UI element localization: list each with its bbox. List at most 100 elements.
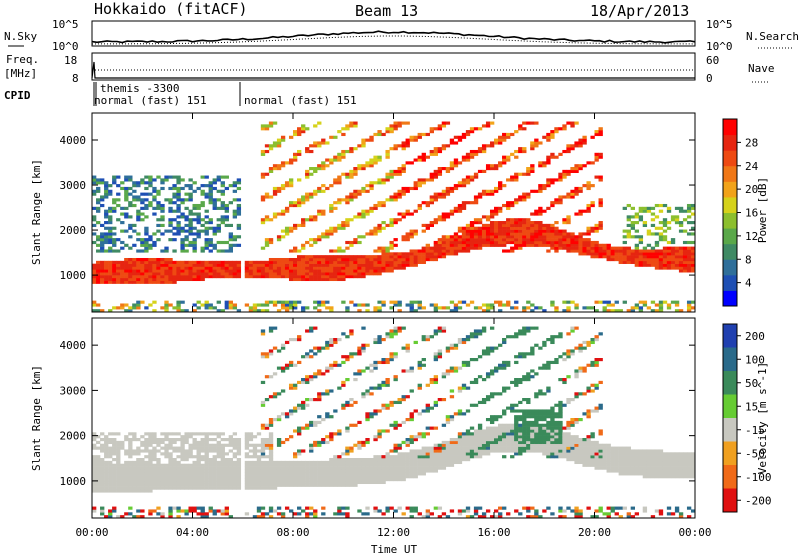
velocity-cell: [361, 463, 366, 467]
velocity-cell: [317, 392, 322, 396]
velocity-cell: [156, 483, 161, 487]
velocity-cell: [534, 443, 539, 447]
power-cell: [369, 186, 374, 191]
power-cell: [297, 152, 302, 156]
velocity-cell: [216, 478, 221, 482]
power-cell: [288, 229, 294, 233]
velocity-cell: [297, 360, 302, 365]
power-cell: [429, 172, 434, 176]
power-cell: [108, 260, 113, 264]
power-cell: [180, 201, 185, 205]
velocity-cell: [477, 455, 483, 459]
power-cell: [469, 201, 475, 205]
power-cell: [329, 184, 334, 188]
power-cell: [317, 144, 322, 148]
velocity-cell: [232, 438, 238, 442]
velocity-cell: [433, 458, 439, 462]
power-cell: [489, 238, 495, 242]
power-cell: [409, 255, 414, 259]
power-cell: [630, 215, 635, 219]
velocity-cell: [353, 460, 358, 465]
power-cell: [654, 215, 660, 219]
power-cell: [140, 257, 145, 262]
noise-right-tick-top: 10^5: [706, 18, 733, 31]
power-cell: [598, 130, 603, 134]
power-cell: [264, 127, 270, 131]
power-cell: [401, 147, 406, 151]
velocity-cell: [530, 420, 535, 425]
power-cell: [666, 221, 672, 225]
power-cell: [321, 209, 326, 213]
power-cell: [449, 252, 455, 256]
velocity-cell: [441, 452, 447, 456]
velocity-cell: [228, 460, 233, 465]
velocity-cell: [534, 509, 539, 513]
power-cell: [341, 260, 346, 264]
velocity-cell: [526, 375, 531, 379]
power-cell: [393, 263, 398, 267]
power-cell: [498, 240, 503, 245]
velocity-cell: [349, 480, 354, 485]
velocity-cell: [168, 509, 173, 513]
power-cell: [690, 255, 696, 259]
power-cell: [526, 300, 531, 304]
velocity-cell: [333, 466, 338, 470]
velocity-cell: [421, 469, 426, 473]
power-cell: [558, 175, 563, 179]
velocity-cell: [156, 469, 161, 473]
velocity-cell: [481, 398, 487, 402]
power-cell: [506, 178, 511, 182]
velocity-cell: [264, 455, 270, 459]
velocity-cell: [196, 440, 201, 445]
power-cell: [341, 226, 346, 230]
power-cell: [260, 303, 266, 307]
power-cell: [349, 121, 354, 125]
power-cell: [534, 229, 539, 233]
power-cell: [385, 266, 390, 270]
velocity-cell: [473, 429, 479, 433]
power-cell: [361, 141, 366, 145]
velocity-cell: [128, 506, 133, 510]
power-cell: [542, 226, 547, 230]
velocity-cell: [200, 446, 205, 450]
velocity-cell: [502, 429, 507, 433]
power-cell: [550, 240, 555, 245]
power-cell: [168, 263, 173, 267]
velocity-cell: [236, 486, 242, 490]
power-cell: [646, 232, 652, 236]
power-cell: [353, 215, 358, 219]
power-cell: [112, 238, 117, 242]
power-cell: [152, 243, 157, 247]
power-cell: [542, 161, 547, 165]
velocity-cell: [417, 463, 422, 467]
velocity-cell: [276, 472, 282, 476]
velocity-cell: [156, 443, 161, 447]
power-cell: [578, 240, 583, 245]
power-cell: [345, 149, 350, 154]
velocity-cell: [377, 469, 382, 473]
velocity-cell: [212, 483, 217, 487]
velocity-cell: [365, 475, 370, 479]
power-cell: [465, 249, 471, 253]
velocity-cell: [156, 512, 161, 516]
velocity-cell: [349, 398, 354, 402]
velocity-cell: [361, 480, 366, 485]
velocity-cell: [526, 409, 531, 413]
velocity-cell: [236, 483, 242, 487]
velocity-cell: [309, 483, 314, 487]
power-cell: [397, 303, 402, 307]
velocity-cell: [353, 480, 358, 485]
power-cell: [140, 249, 145, 253]
power-cell: [401, 260, 406, 264]
power-cell: [670, 238, 676, 242]
power-cell: [586, 184, 591, 188]
velocity-cell: [393, 326, 398, 330]
velocity-cell: [522, 352, 527, 356]
power-cell: [690, 257, 696, 262]
power-cell: [409, 263, 414, 267]
velocity-cell: [469, 438, 475, 442]
velocity-cell: [453, 440, 459, 445]
power-cell: [272, 263, 278, 267]
velocity-cell: [534, 432, 539, 436]
power-cell: [429, 198, 434, 202]
